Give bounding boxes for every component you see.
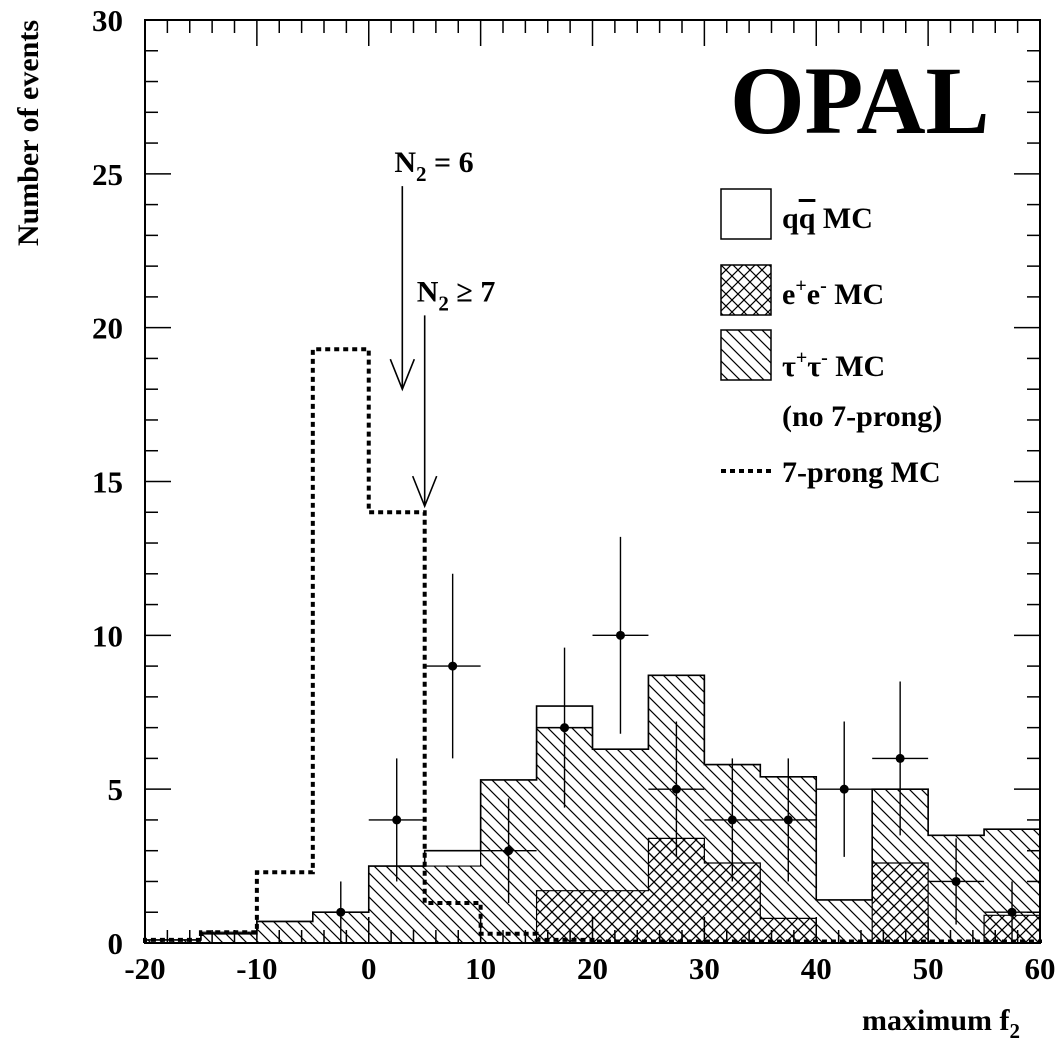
data-point	[671, 784, 681, 794]
threshold-arrows: N2 = 6 N2 ≥ 7	[389, 146, 496, 509]
x-tick-label: 30	[689, 951, 720, 986]
ee-mc-bar	[536, 890, 593, 943]
x-axis-title: maximum f2	[862, 1004, 1020, 1043]
ee-mc-bar	[592, 890, 649, 943]
data-point	[783, 815, 793, 825]
x-tick-label: 60	[1025, 951, 1056, 986]
tau-mc-bar	[424, 866, 481, 943]
x-tick-label: 50	[913, 951, 944, 986]
y-tick-label: 20	[92, 311, 123, 346]
y-tick-label: 15	[92, 465, 123, 500]
x-tick-label: 40	[801, 951, 832, 986]
legend-label-ee: e+e- MC	[782, 275, 884, 311]
data-point	[839, 784, 849, 794]
axis-ticks	[144, 19, 1041, 944]
tau-mc-bar	[200, 932, 257, 943]
data-point	[560, 723, 570, 733]
legend-label-tau: τ+τ- MC	[782, 347, 885, 383]
x-tick-label: 10	[465, 951, 496, 986]
x-tick-label: 0	[361, 951, 377, 986]
data-point	[895, 753, 905, 763]
data-point	[615, 630, 625, 640]
y-tick-label: 10	[92, 618, 123, 653]
data-point	[951, 876, 961, 886]
y-tick-label: 25	[92, 157, 123, 192]
data-point	[1007, 907, 1017, 917]
threshold-label: N2 ≥ 7	[417, 275, 496, 315]
legend: qq MC e+e- MC τ+τ- MC (no 7-prong) 7-pro…	[720, 188, 942, 489]
y-tick-label: 5	[108, 772, 124, 807]
legend-label-no7prong: (no 7-prong)	[782, 400, 942, 433]
ee-mc-bar	[760, 918, 817, 943]
threshold-arrowhead	[411, 475, 438, 509]
legend-box-tau	[720, 329, 772, 381]
data-point	[727, 815, 737, 825]
data-points	[312, 536, 1040, 943]
y-tick-label: 30	[92, 3, 123, 38]
x-tick-label: -20	[124, 951, 165, 986]
x-tick-label: 20	[577, 951, 608, 986]
tau-mc-bar	[256, 921, 313, 943]
experiment-label: OPAL	[730, 47, 990, 154]
y-axis-title: Number of events	[12, 20, 45, 246]
data-point	[504, 846, 514, 856]
x-tick-label: -10	[236, 951, 277, 986]
data-point	[392, 815, 402, 825]
threshold-arrowhead	[389, 358, 416, 392]
y-tick-label: 0	[108, 926, 124, 961]
legend-label-qq: qq MC	[782, 202, 873, 235]
ee-mc-bar	[872, 863, 929, 943]
legend-box-ee	[720, 264, 772, 316]
threshold-label: N2 = 6	[394, 146, 473, 186]
tick-labels: -20 -10 0 10 20 30 40 50 60 0 5 10 15 20 25 30	[92, 3, 1056, 986]
data-point	[336, 907, 346, 917]
legend-box-qq	[720, 188, 772, 240]
data-point	[448, 661, 458, 671]
legend-label-7prong: 7-prong MC	[782, 456, 941, 489]
tau-mc-bar	[816, 899, 873, 943]
